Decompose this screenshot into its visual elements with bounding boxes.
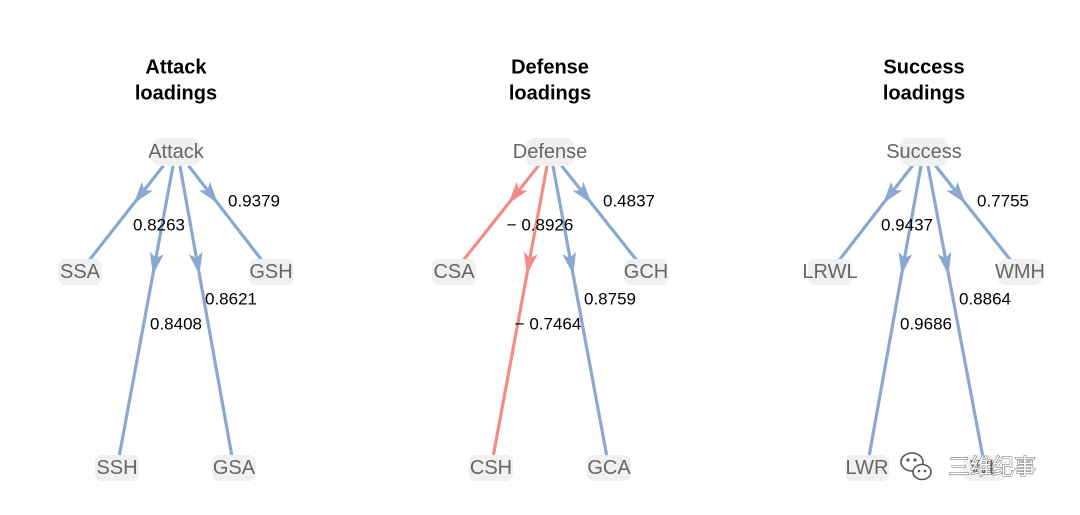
node-lwr: LWR: [846, 457, 889, 479]
node-bg: [212, 455, 256, 481]
node-lrwl: LRWL: [802, 261, 857, 283]
edge-success-wmh: [933, 163, 1013, 263]
edge-defense-csa: [461, 163, 541, 263]
edge-attack-gsh: [186, 163, 265, 263]
arrowhead-attack-gsh: [198, 181, 218, 204]
edge-success-lrwl: [836, 163, 915, 263]
node-bg: [624, 259, 668, 285]
root-node-bg: [900, 138, 948, 166]
edge-defense-gca: [551, 164, 609, 456]
arrowhead-defense-csa: [508, 181, 528, 204]
edge-attack-ssh: [117, 164, 175, 456]
loading-label-wmh: 0.7755: [977, 192, 1029, 211]
node-bg: [469, 455, 513, 481]
root-node-bg: [526, 138, 574, 166]
loading-label-ssa: 0.8263: [133, 216, 185, 235]
arrowhead-defense-csh: [524, 251, 538, 275]
node-bg: [845, 455, 889, 481]
panel-title-line: loadings: [509, 82, 591, 104]
panel-attack: Attack loadings Attack SSA 0.8263 SSH 0.8408 GS…: [58, 56, 293, 481]
arrowhead-success-wl: [937, 251, 952, 275]
arrowhead-defense-gca: [562, 251, 576, 275]
node-ssa: SSA: [60, 261, 101, 283]
panel-title-line: loadings: [135, 82, 217, 104]
edge-success-wl: [926, 164, 985, 456]
loading-label-ssh: 0.8408: [150, 315, 202, 334]
edge-attack-ssa: [87, 163, 166, 263]
node-bg: [587, 455, 631, 481]
panel-title-line: Success: [883, 56, 964, 78]
node-bg: [95, 455, 139, 481]
node-gsh: GSH: [249, 261, 292, 283]
arrowhead-attack-ssa: [133, 181, 153, 204]
loading-label-gsh: 0.9379: [228, 192, 280, 211]
node-bg: [808, 259, 852, 285]
panel-title-line: loadings: [883, 82, 965, 104]
node-ssh: SSH: [96, 457, 137, 479]
edge-success-lwr: [867, 164, 923, 456]
edge-attack-gsa: [178, 164, 234, 456]
node-gca: GCA: [587, 457, 631, 479]
panel-title-line: Defense: [511, 56, 589, 78]
node-bg: [998, 259, 1042, 285]
arrowhead-defense-gch: [572, 181, 592, 204]
node-gsa: GSA: [213, 457, 256, 479]
loading-label-gsa: 0.8621: [205, 290, 257, 309]
arrowhead-attack-ssh: [150, 251, 164, 275]
root-node-bg: [152, 138, 200, 166]
loading-label-gch: 0.4837: [603, 192, 655, 211]
panel-success: Success loadings Success LRWL 0.9437 LWR 0.968…: [802, 56, 1045, 481]
wechat-icon: [900, 452, 932, 481]
loading-label-lrwl: 0.9437: [881, 216, 933, 235]
loading-label-csh: − 0.7464: [515, 315, 582, 334]
arrowhead-success-wmh: [946, 181, 966, 204]
node-csa: CSA: [433, 261, 475, 283]
edge-defense-csh: [491, 164, 549, 456]
node-gch: GCH: [624, 261, 668, 283]
watermark-text: 三维纪事: [948, 456, 1036, 481]
loading-label-wl: 0.8864: [959, 290, 1011, 309]
loading-label-gca: 0.8759: [584, 290, 636, 309]
node-bg: [249, 259, 293, 285]
panel-title-line: Attack: [145, 56, 207, 78]
root-node-attack: Attack: [148, 141, 205, 163]
node-wl: WL: [970, 457, 1000, 479]
node-wmh: WMH: [995, 261, 1045, 283]
node-bg: [58, 259, 102, 285]
panel-defense: Defense loadings Defense CSA − 0.8926 CSH − 0.…: [432, 56, 668, 481]
node-bg: [963, 455, 1007, 481]
root-node-defense: Defense: [513, 141, 588, 163]
node-bg: [432, 259, 476, 285]
node-csh: CSH: [470, 457, 512, 479]
watermark: 三维纪事: [900, 452, 1036, 481]
arrowhead-success-lwr: [898, 251, 913, 275]
arrowhead-attack-gsa: [188, 251, 203, 275]
loading-label-lwr: 0.9686: [900, 315, 952, 334]
arrowhead-success-lrwl: [883, 181, 903, 204]
root-node-success: Success: [886, 141, 962, 163]
loading-label-csa: − 0.8926: [507, 216, 574, 235]
edge-defense-gch: [559, 163, 639, 263]
